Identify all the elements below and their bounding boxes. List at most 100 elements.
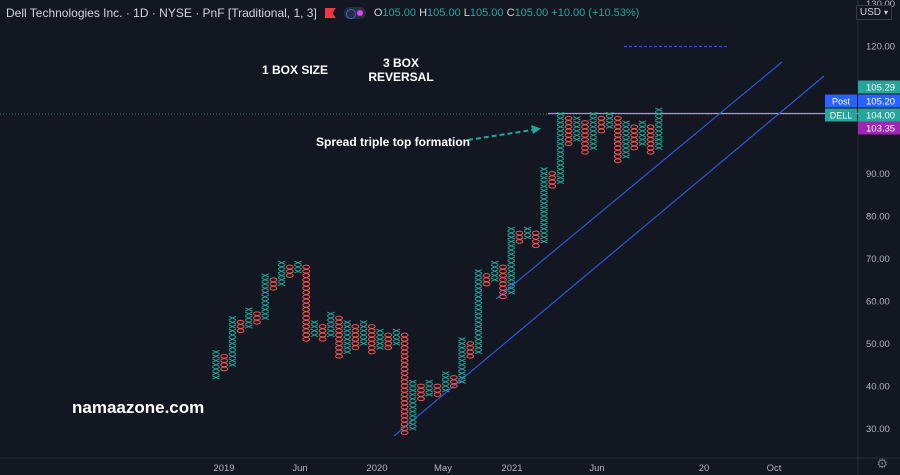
- pnf-x-box: [212, 349, 220, 355]
- pnf-x-box: [474, 349, 483, 355]
- pnf-o-box: [302, 268, 311, 274]
- pnf-o-box: [433, 383, 442, 389]
- pnf-x-box: [425, 388, 434, 393]
- pnf-x-box: [244, 315, 253, 321]
- pnf-o-box: [449, 375, 458, 380]
- pnf-o-box: [499, 285, 507, 291]
- pnf-o-box: [499, 290, 507, 295]
- pnf-x-box: [359, 320, 368, 325]
- pnf-x-box: [556, 137, 565, 142]
- y-tick-label: 30.00: [866, 424, 890, 435]
- pnf-x-box: [326, 328, 335, 333]
- pnf-x-box: [408, 422, 417, 427]
- y-tick-label: 90.00: [866, 169, 890, 180]
- price-label-value: 103.35: [866, 124, 895, 135]
- pnf-o-box: [564, 120, 573, 125]
- pnf-x-box: [622, 150, 630, 155]
- pnf-x-box: [441, 388, 450, 393]
- ohlc-value: 105.00: [514, 7, 549, 19]
- pnf-o-box: [400, 413, 409, 419]
- pnf-o-box: [417, 396, 425, 402]
- pnf-x-box: [589, 116, 598, 121]
- pnf-o-box: [384, 332, 393, 338]
- pnf-x-box: [638, 133, 647, 138]
- pnf-o-box: [482, 273, 491, 278]
- pnf-x-box: [326, 332, 335, 338]
- pnf-x-box: [622, 120, 630, 125]
- pnf-x-box: [212, 358, 220, 363]
- pnf-x-box: [605, 120, 614, 125]
- pnf-o-box: [302, 290, 311, 295]
- pnf-o-box: [613, 132, 622, 138]
- pnf-o-box: [499, 294, 507, 300]
- pnf-x-box: [359, 337, 368, 342]
- pnf-x-box: [228, 345, 237, 350]
- pnf-x-box: [490, 277, 499, 282]
- pnf-x-box: [458, 362, 466, 367]
- pnf-x-box: [654, 116, 663, 121]
- gear-icon[interactable]: ⚙: [876, 456, 888, 471]
- pnf-o-box: [302, 264, 311, 270]
- pnf-x-box: [589, 124, 598, 129]
- pnf-o-box: [302, 294, 311, 300]
- pnf-o-box: [318, 332, 327, 338]
- pnf-o-box: [449, 383, 458, 389]
- toggle-icon[interactable]: [343, 7, 366, 19]
- pnf-x-box: [556, 171, 565, 176]
- pnf-o-box: [548, 171, 557, 176]
- x-tick-label: 2020: [366, 463, 387, 474]
- pnf-x-box: [261, 311, 270, 316]
- pnf-o-box: [613, 145, 622, 151]
- pnf-o-box: [384, 336, 393, 342]
- pnf-x-box: [261, 290, 270, 295]
- pnf-o-box: [581, 137, 589, 142]
- pnf-x-box: [540, 179, 548, 185]
- pnf-o-box: [630, 124, 639, 130]
- x-tick-label: Jun: [292, 463, 307, 474]
- pnf-x-box: [228, 358, 237, 363]
- pnf-x-box: [540, 239, 548, 244]
- pnf-x-box: [425, 392, 434, 397]
- currency-selector[interactable]: USD ▾: [855, 5, 892, 20]
- pnf-x-box: [507, 269, 516, 274]
- ohlc-key: C: [506, 7, 515, 19]
- pnf-o-box: [515, 234, 524, 240]
- pnf-x-box: [572, 137, 581, 142]
- pnf-x-box: [507, 239, 516, 244]
- pnf-x-box: [261, 307, 270, 312]
- pnf-x-box: [408, 409, 417, 414]
- pnf-x-box: [474, 341, 483, 346]
- price-tag-name: Post: [832, 97, 851, 107]
- flag-icon[interactable]: [324, 8, 336, 18]
- pnf-o-box: [548, 183, 557, 189]
- pnf-o-box: [581, 145, 589, 151]
- pnf-o-box: [285, 268, 294, 274]
- x-tick-label: Oct: [767, 463, 782, 474]
- symbol-title[interactable]: Dell Technologies Inc. · 1D · NYSE · PnF…: [6, 6, 317, 20]
- pnf-o-box: [531, 243, 540, 249]
- pnf-o-box: [302, 328, 311, 334]
- pnf-o-box: [400, 409, 409, 414]
- pnf-o-box: [253, 315, 261, 321]
- pnf-o-box: [302, 273, 311, 278]
- pnf-x-box: [589, 137, 598, 142]
- pnf-o-box: [400, 370, 409, 376]
- pnf-o-box: [285, 264, 294, 270]
- pnf-x-box: [294, 260, 302, 265]
- pnf-x-box: [556, 154, 565, 159]
- pnf-o-box: [613, 158, 622, 164]
- pnf-o-box: [499, 273, 507, 278]
- pnf-o-box: [367, 328, 376, 334]
- pnf-x-box: [540, 226, 548, 231]
- pnf-x-box: [654, 141, 663, 146]
- pnf-x-box: [622, 133, 630, 138]
- pnf-o-box: [482, 277, 491, 283]
- pnf-x-box: [540, 196, 548, 202]
- pnf-x-box: [376, 337, 384, 342]
- pnf-x-box: [228, 328, 237, 333]
- pnf-o-box: [630, 141, 639, 147]
- pnf-o-box: [433, 387, 442, 393]
- pnf-x-box: [408, 417, 417, 423]
- reversal-line-2: REVERSAL: [368, 70, 434, 84]
